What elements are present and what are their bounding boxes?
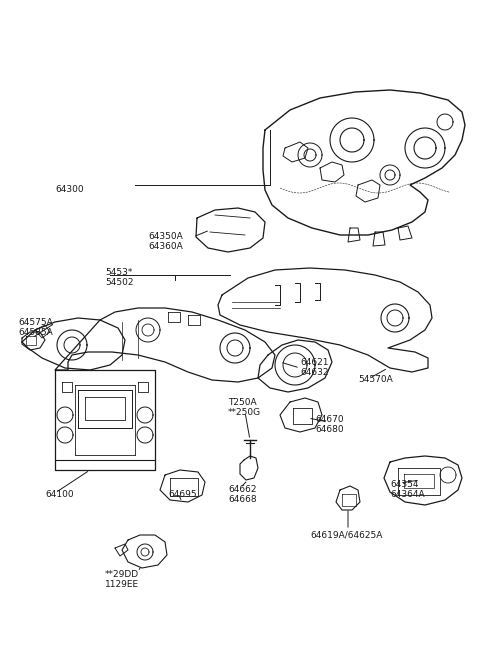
Text: 54570A: 54570A: [358, 375, 393, 384]
Text: 64360A: 64360A: [148, 242, 183, 251]
Text: 64619A/64625A: 64619A/64625A: [310, 530, 383, 539]
Text: **250G: **250G: [228, 408, 261, 417]
Text: 64364A: 64364A: [390, 490, 425, 499]
Text: 64662: 64662: [228, 485, 256, 494]
Text: 64354: 64354: [390, 480, 419, 489]
Text: 64300: 64300: [55, 185, 84, 194]
Text: 64680: 64680: [315, 425, 344, 434]
Text: 64575A: 64575A: [18, 318, 53, 327]
Text: 64100: 64100: [45, 490, 73, 499]
Text: **29DD: **29DD: [105, 570, 139, 579]
Text: 64350A: 64350A: [148, 232, 183, 241]
Text: 54502: 54502: [105, 278, 133, 287]
Text: 1129EE: 1129EE: [105, 580, 139, 589]
Text: 64621: 64621: [300, 358, 328, 367]
Text: 64585A: 64585A: [18, 328, 53, 337]
Text: 64695: 64695: [168, 490, 197, 499]
Text: 64668: 64668: [228, 495, 257, 504]
Text: 64632: 64632: [300, 368, 328, 377]
Text: T250A: T250A: [228, 398, 257, 407]
Text: 5453*: 5453*: [105, 268, 132, 277]
Text: 64670: 64670: [315, 415, 344, 424]
